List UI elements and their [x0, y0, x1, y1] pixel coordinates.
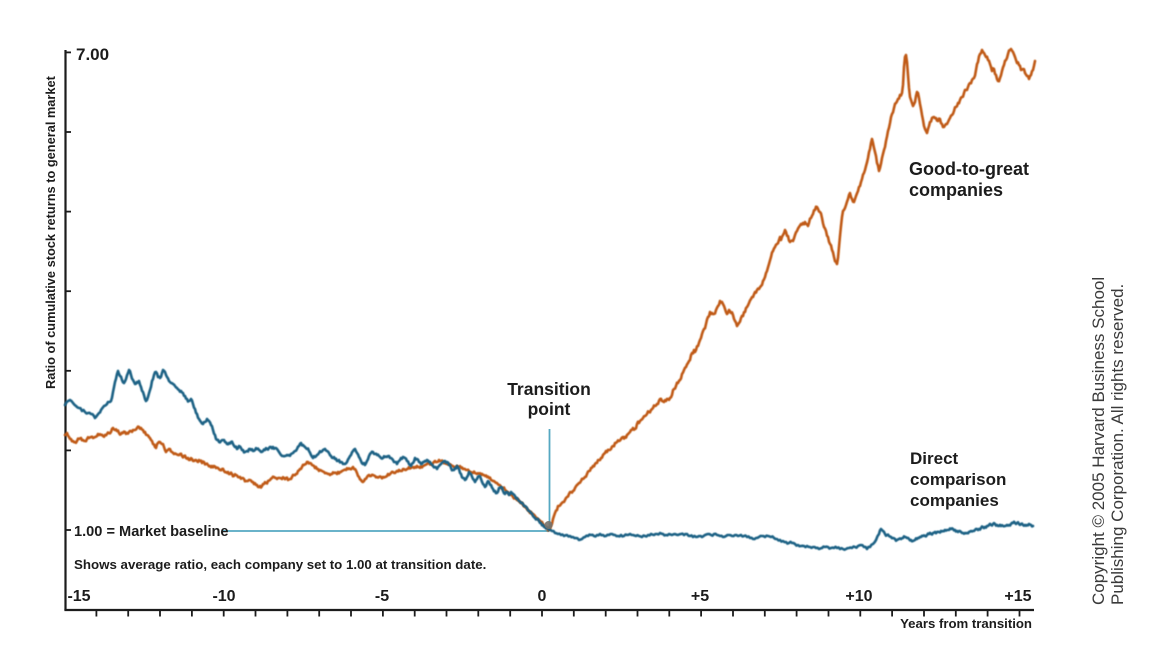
svg-text:0: 0	[538, 588, 547, 605]
svg-text:Years from transition: Years from transition	[900, 616, 1032, 631]
svg-text:Good-to-great: Good-to-great	[909, 159, 1029, 179]
svg-text:-15: -15	[67, 588, 90, 605]
svg-text:7.00: 7.00	[76, 45, 109, 64]
svg-text:Direct: Direct	[910, 449, 959, 468]
svg-text:Transition: Transition	[507, 379, 591, 399]
svg-text:comparison: comparison	[910, 470, 1006, 489]
svg-text:point: point	[528, 399, 571, 419]
svg-text:+15: +15	[1004, 588, 1031, 605]
svg-text:+5: +5	[691, 588, 709, 605]
svg-text:companies: companies	[910, 491, 999, 510]
svg-text:-10: -10	[212, 588, 235, 605]
svg-text:-5: -5	[375, 588, 389, 605]
svg-text:1.00 = Market baseline: 1.00 = Market baseline	[74, 524, 229, 540]
svg-text:Ratio of cumulative stock retu: Ratio of cumulative stock returns to gen…	[43, 75, 58, 389]
svg-text:Shows average ratio, each comp: Shows average ratio, each company set to…	[74, 557, 486, 572]
svg-text:Copyright © 2005 Harvard Busin: Copyright © 2005 Harvard Business School	[1089, 277, 1108, 605]
svg-text:companies: companies	[909, 180, 1003, 200]
svg-text:+10: +10	[845, 588, 872, 605]
svg-text:Publishing Corporation. All ri: Publishing Corporation. All rights reser…	[1108, 284, 1127, 605]
